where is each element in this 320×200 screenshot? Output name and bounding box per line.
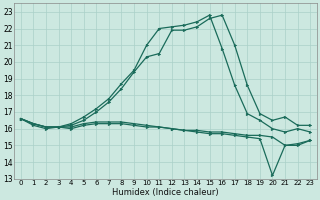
X-axis label: Humidex (Indice chaleur): Humidex (Indice chaleur)	[112, 188, 219, 197]
